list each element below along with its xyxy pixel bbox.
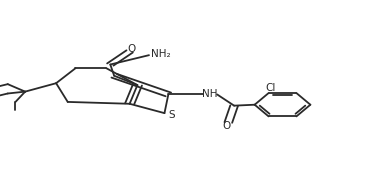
Text: NH: NH [202, 89, 218, 99]
Text: S: S [168, 110, 175, 120]
Text: NH₂: NH₂ [151, 49, 170, 59]
Text: O: O [222, 121, 231, 131]
Text: O: O [127, 44, 136, 54]
Text: Cl: Cl [265, 83, 276, 93]
